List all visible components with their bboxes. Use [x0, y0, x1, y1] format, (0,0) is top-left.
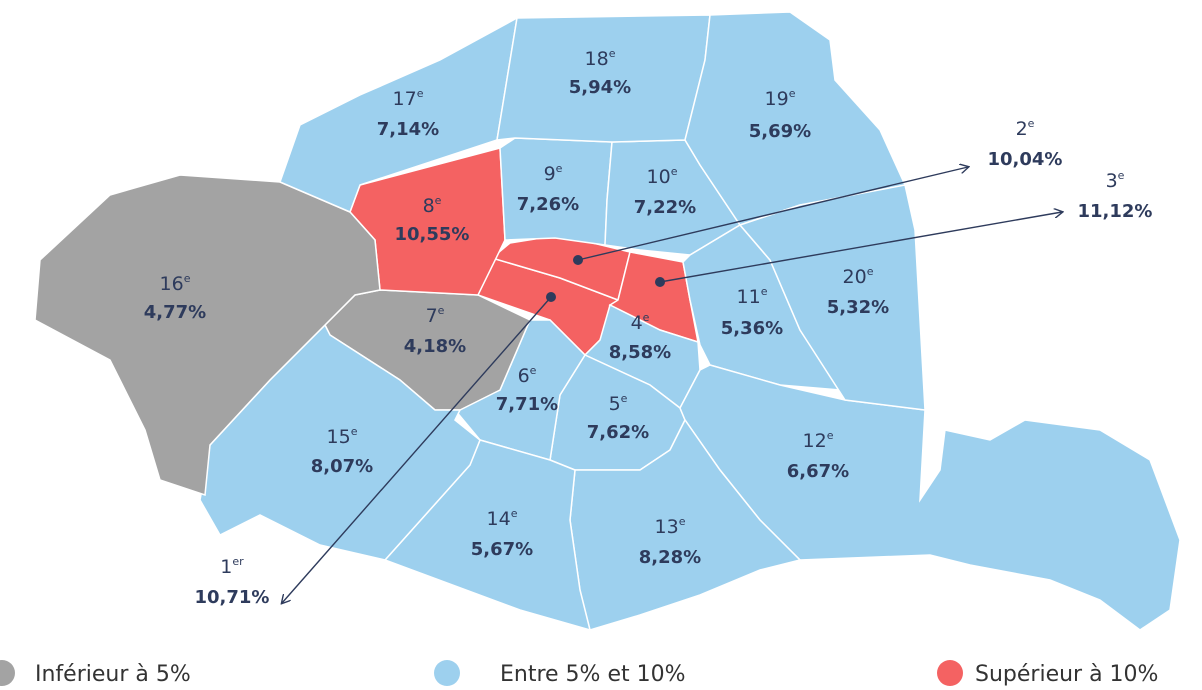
district-suffix: e: [511, 507, 518, 520]
district-value: 7,22%: [634, 197, 696, 218]
district-suffix: e: [621, 392, 628, 405]
district-value: 10,71%: [195, 587, 270, 608]
district-number: 13e: [655, 515, 686, 538]
district: [34, 174, 381, 497]
district-number-text: 19: [765, 88, 789, 110]
district-number-text: 3: [1106, 170, 1118, 192]
district-number: 11e: [737, 285, 768, 308]
district-suffix: e: [435, 194, 442, 207]
district-value: 7,14%: [377, 119, 439, 140]
legend-swatch: [434, 660, 460, 686]
district-value: 6,67%: [787, 461, 849, 482]
district-number: 3e: [1106, 169, 1125, 192]
district-number: 12e: [803, 429, 834, 452]
district-value: 5,67%: [471, 539, 533, 560]
district-value: 7,71%: [496, 394, 558, 415]
district: [679, 364, 1181, 631]
callout-arrow: [577, 167, 968, 261]
legend-swatch: [0, 660, 15, 686]
district-number: 1er: [220, 555, 244, 578]
district-value: 7,62%: [587, 422, 649, 443]
district-suffix: er: [232, 555, 244, 568]
legend-label: Supérieur à 10%: [975, 662, 1158, 687]
district-value: 8,07%: [311, 456, 373, 477]
district-number-text: 16: [160, 273, 184, 295]
district-suffix: e: [1028, 117, 1035, 130]
district-suffix: e: [609, 47, 616, 60]
district-number-text: 17: [393, 88, 417, 110]
district-value: 11,12%: [1078, 201, 1153, 222]
district-number-text: 12: [803, 430, 827, 452]
district-number: 4e: [631, 311, 650, 334]
district-number: 7e: [426, 304, 445, 327]
district-number: 10e: [647, 165, 678, 188]
district-number: 8e: [423, 194, 442, 217]
district-number: 6e: [518, 364, 537, 387]
district-number: 2e: [1016, 117, 1035, 140]
district-number-text: 7: [426, 305, 438, 327]
callout-dot: [655, 277, 665, 287]
district-number-text: 18: [585, 48, 609, 70]
district-suffix: e: [789, 87, 796, 100]
district-suffix: e: [438, 304, 445, 317]
district-number-text: 5: [609, 393, 621, 415]
district-number-text: 14: [487, 508, 511, 530]
district-suffix: e: [643, 311, 650, 324]
district-number: 5e: [609, 392, 628, 415]
district-value: 4,18%: [404, 336, 466, 357]
district-value: 4,77%: [144, 302, 206, 323]
district-number: 19e: [765, 87, 796, 110]
district-value: 5,94%: [569, 77, 631, 98]
district: [499, 137, 613, 246]
district-number: 9e: [544, 162, 563, 185]
district-suffix: e: [530, 364, 537, 377]
district-number-text: 15: [327, 426, 351, 448]
district-suffix: e: [184, 272, 191, 285]
district-suffix: e: [867, 265, 874, 278]
district-number-text: 9: [544, 163, 556, 185]
district-number-text: 4: [631, 312, 643, 334]
legend-swatch: [937, 660, 963, 686]
callout-arrow: [282, 296, 552, 603]
district-number-text: 1: [220, 556, 232, 578]
district-suffix: e: [556, 162, 563, 175]
district-number-text: 8: [423, 195, 435, 217]
district-number-text: 13: [655, 516, 679, 538]
district-number-text: 6: [518, 365, 530, 387]
callout-dot: [546, 292, 556, 302]
district-value: 5,32%: [827, 297, 889, 318]
district-number: 16e: [160, 272, 191, 295]
district-value: 10,04%: [988, 149, 1063, 170]
district-number-text: 2: [1016, 118, 1028, 140]
district-suffix: e: [1118, 169, 1125, 182]
district-number: 17e: [393, 87, 424, 110]
district-value: 8,28%: [639, 547, 701, 568]
district-value: 5,36%: [721, 318, 783, 339]
district-value: 8,58%: [609, 342, 671, 363]
legend-label: Inférieur à 5%: [35, 662, 191, 687]
district-suffix: e: [761, 285, 768, 298]
callout-arrow: [659, 212, 1062, 283]
district-suffix: e: [827, 429, 834, 442]
district-number: 18e: [585, 47, 616, 70]
district-suffix: e: [679, 515, 686, 528]
legend-label: Entre 5% et 10%: [500, 662, 686, 687]
district-number-text: 11: [737, 286, 761, 308]
district-value: 10,55%: [395, 224, 470, 245]
district-suffix: e: [417, 87, 424, 100]
district-value: 5,69%: [749, 121, 811, 142]
district-number: 14e: [487, 507, 518, 530]
district-number: 15e: [327, 425, 358, 448]
callout-dot: [573, 255, 583, 265]
district-number-text: 20: [843, 266, 867, 288]
district-value: 7,26%: [517, 194, 579, 215]
district-suffix: e: [671, 165, 678, 178]
district-number-text: 10: [647, 166, 671, 188]
district-number: 20e: [843, 265, 874, 288]
district-suffix: e: [351, 425, 358, 438]
